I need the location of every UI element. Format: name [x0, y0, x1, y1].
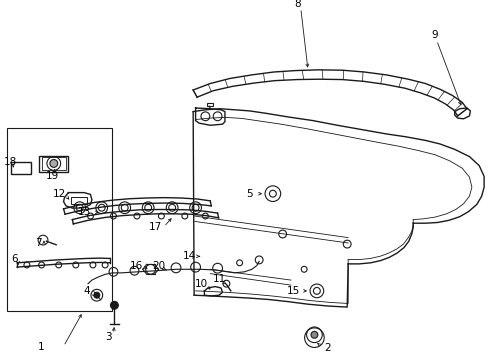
Bar — [71, 197, 86, 204]
Bar — [39, 156, 68, 172]
Text: 14: 14 — [183, 251, 196, 261]
Text: 10: 10 — [195, 279, 207, 289]
Text: 16: 16 — [130, 261, 143, 271]
Text: 1: 1 — [38, 342, 45, 352]
Circle shape — [98, 204, 105, 211]
Circle shape — [110, 301, 118, 309]
Circle shape — [310, 331, 317, 338]
Text: 18: 18 — [4, 157, 18, 167]
Text: 13: 13 — [77, 207, 91, 217]
Text: 3: 3 — [105, 332, 112, 342]
Circle shape — [192, 204, 199, 211]
Text: 17: 17 — [148, 222, 162, 232]
Bar — [7, 128, 112, 311]
Circle shape — [168, 204, 175, 211]
Text: 4: 4 — [83, 286, 90, 296]
Text: 20: 20 — [152, 261, 165, 271]
Text: 11: 11 — [212, 274, 225, 284]
Text: 12: 12 — [53, 189, 66, 199]
Bar — [207, 103, 213, 106]
Bar — [41, 157, 66, 170]
Circle shape — [94, 292, 100, 298]
Text: 8: 8 — [293, 0, 300, 9]
Text: 6: 6 — [11, 254, 18, 264]
Text: 2: 2 — [324, 343, 330, 354]
Circle shape — [121, 204, 128, 211]
Text: 9: 9 — [430, 30, 437, 40]
Bar — [11, 162, 31, 174]
Circle shape — [50, 159, 58, 167]
Text: 15: 15 — [286, 286, 300, 296]
Circle shape — [144, 204, 151, 211]
Circle shape — [76, 204, 83, 211]
Text: 5: 5 — [245, 189, 252, 199]
Text: 7: 7 — [35, 238, 41, 248]
Text: 19: 19 — [46, 171, 60, 181]
